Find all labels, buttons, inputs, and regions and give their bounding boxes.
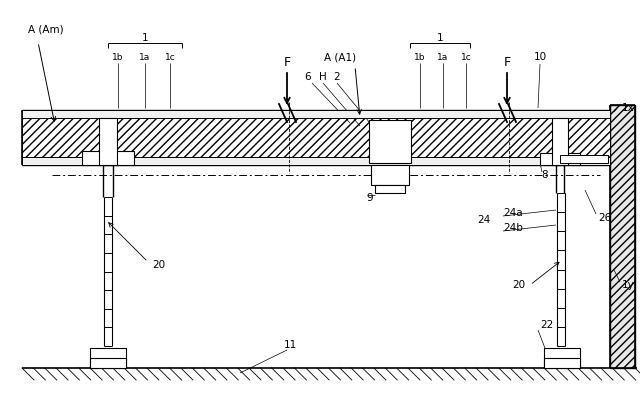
Text: 1b: 1b [112,52,124,62]
Bar [375,185,405,193]
Text: 24a: 24a [503,208,523,218]
Bar [90,348,126,368]
Text: 9: 9 [367,193,373,203]
Text: 1c: 1c [461,52,472,62]
Text: H: H [319,72,327,82]
Bar [371,165,409,185]
Text: F: F [504,56,511,68]
Text: 6: 6 [305,72,311,82]
Text: 2: 2 [333,72,340,82]
Bar [22,118,610,157]
Bar [544,348,580,368]
Text: 1b: 1b [414,52,426,62]
Text: 1a: 1a [140,52,150,62]
Text: 10: 10 [533,52,547,62]
Text: 1: 1 [436,33,444,43]
Bar [99,118,117,165]
Text: A (Am): A (Am) [28,25,63,35]
Bar [552,118,568,165]
Bar [560,155,608,163]
Text: 24: 24 [477,215,490,225]
Bar [540,153,580,165]
Text: F: F [284,56,291,68]
Text: 1: 1 [141,33,148,43]
Text: 22: 22 [540,320,553,330]
Text: 20: 20 [512,280,525,290]
Text: 26: 26 [598,213,611,223]
Text: A (A1): A (A1) [324,52,356,62]
Bar [369,120,411,163]
Text: 1c: 1c [164,52,175,62]
Text: 20: 20 [152,260,165,270]
Bar [82,151,134,165]
Bar [22,157,610,165]
Text: 24b: 24b [503,223,523,233]
Bar [90,358,126,368]
Text: 11: 11 [284,340,296,350]
Bar [544,358,580,368]
Text: 1a: 1a [437,52,449,62]
Bar [610,105,635,368]
Text: 1y: 1y [622,280,635,290]
Bar [22,110,610,118]
Text: 8: 8 [541,170,548,180]
Text: 1x: 1x [622,103,635,113]
